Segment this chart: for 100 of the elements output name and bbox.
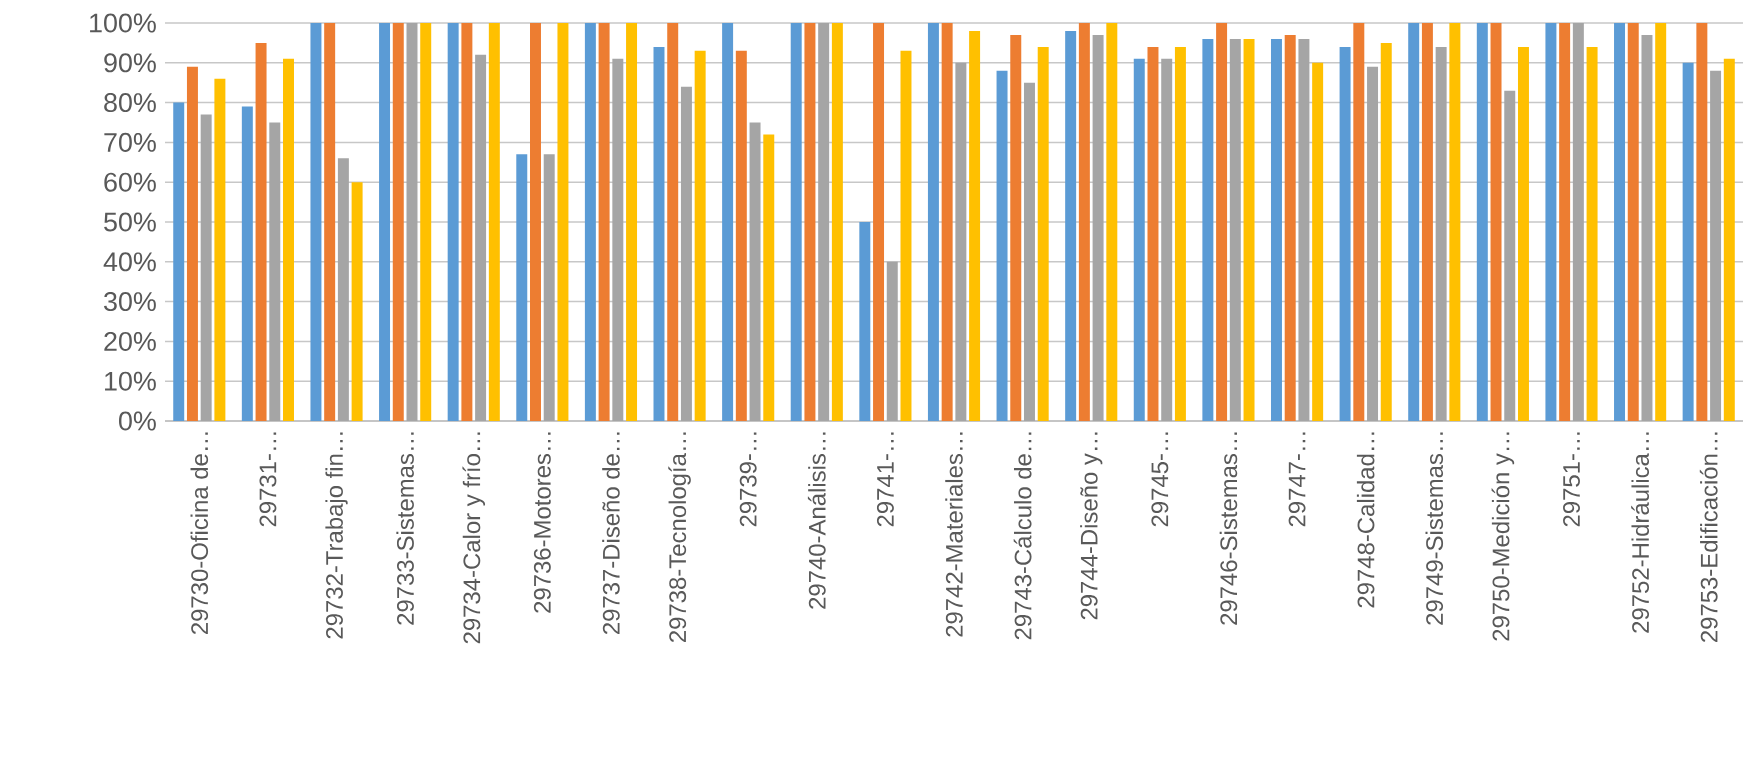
bar [1065, 30, 1077, 421]
bar [1243, 38, 1255, 421]
y-tick-label: 30% [104, 292, 156, 312]
x-tick-label: 29744-Diseño y… [1080, 432, 1103, 620]
bar [969, 30, 981, 421]
bar [1380, 42, 1392, 421]
bar [420, 23, 432, 421]
x-tick-label: 29738-Tecnología… [668, 432, 691, 642]
bar [941, 23, 953, 421]
bar [1353, 23, 1365, 421]
bar [1614, 23, 1626, 421]
bar [337, 158, 349, 421]
x-tick-label: 29743-Cálculo de… [1013, 432, 1032, 640]
bar [680, 86, 692, 421]
bar [1586, 46, 1598, 421]
y-tick-label: 0% [119, 411, 156, 431]
bar [818, 23, 830, 421]
bar [1710, 70, 1722, 421]
bar [1572, 23, 1584, 421]
y-tick-label: 20% [104, 331, 156, 351]
bar [1284, 34, 1296, 421]
bar [200, 114, 212, 421]
bar [1559, 23, 1571, 421]
y-tick-label: 80% [104, 93, 156, 113]
x-tick-label: 29731-… [259, 432, 277, 527]
bar [749, 122, 761, 421]
bar [653, 46, 665, 421]
y-tick-label: 90% [104, 53, 156, 73]
bar [1696, 23, 1708, 421]
y-tick-label: 70% [104, 132, 156, 152]
bar [379, 23, 391, 421]
bar [1023, 82, 1035, 421]
bar [1216, 23, 1228, 421]
bar [1421, 23, 1433, 421]
bar [1367, 66, 1379, 421]
bar [1298, 38, 1310, 421]
x-tick-label: 29748-Calidad… [1356, 432, 1375, 608]
bar [1270, 38, 1282, 421]
x-tick-label: 29739-… [739, 432, 757, 527]
bar [1435, 46, 1447, 421]
bar [735, 50, 747, 421]
bar [516, 154, 528, 421]
y-tick-label: 40% [103, 252, 156, 272]
bar [626, 23, 638, 421]
bar [1202, 38, 1214, 421]
x-tick-label: 29746-Sistemas… [1219, 432, 1238, 625]
x-tick-label: 29737-Diseño de… [602, 432, 620, 634]
bar [1641, 34, 1653, 421]
bar [1037, 46, 1049, 421]
bar [1174, 46, 1186, 421]
x-tick-label: 29734-Calor y frío… [462, 432, 486, 644]
bar [1312, 62, 1324, 421]
bar [1408, 23, 1420, 421]
bar [269, 122, 281, 421]
bar [1517, 46, 1529, 421]
bar [241, 106, 253, 421]
x-tick-label: 29742-Materiales… [945, 432, 963, 637]
bar [859, 222, 871, 421]
bar [1723, 58, 1735, 421]
bar [283, 58, 294, 421]
bar [255, 42, 267, 421]
bar [310, 23, 322, 421]
x-tick-label: 29750-Medición y… [1491, 432, 1515, 641]
x-tick-label: 29753-Edificación… [1699, 432, 1718, 642]
x-tick-label: 29733-Sistemas… [396, 432, 414, 625]
bar [1655, 23, 1667, 421]
bar [1545, 23, 1557, 421]
bar [873, 23, 885, 421]
bar [530, 23, 541, 421]
bar [1147, 46, 1159, 421]
bar [955, 62, 967, 421]
y-tick-label: 60% [104, 172, 156, 192]
bar [1339, 46, 1351, 421]
bar [186, 66, 198, 421]
bar [1133, 58, 1145, 421]
x-tick-label: 29747-… [1288, 432, 1306, 527]
bar [461, 23, 473, 421]
bar [1490, 23, 1502, 421]
x-tick-label: 29732-Trabajo fin… [325, 432, 348, 639]
bar [831, 23, 843, 421]
y-tick-label: 50% [104, 212, 156, 232]
bar [488, 23, 500, 421]
bar [557, 23, 569, 421]
bar [584, 23, 596, 421]
bar [1078, 23, 1090, 421]
bar [447, 23, 459, 421]
bar [1449, 23, 1461, 421]
bar [927, 23, 939, 421]
x-tick-label: 29740-Análisis… [807, 432, 826, 609]
x-tick-label: 29749-Sistemas… [1425, 432, 1444, 625]
bar [1627, 23, 1639, 421]
x-tick-label: 29751-… [1563, 432, 1580, 527]
bar [1229, 38, 1241, 421]
x-tick-label: 29745-… [1151, 432, 1169, 527]
bar [763, 134, 775, 421]
x-tick-label: 29741-… [876, 432, 894, 527]
bar [543, 154, 555, 421]
bar [1092, 34, 1104, 421]
bar [886, 261, 898, 421]
bar [1010, 34, 1022, 421]
